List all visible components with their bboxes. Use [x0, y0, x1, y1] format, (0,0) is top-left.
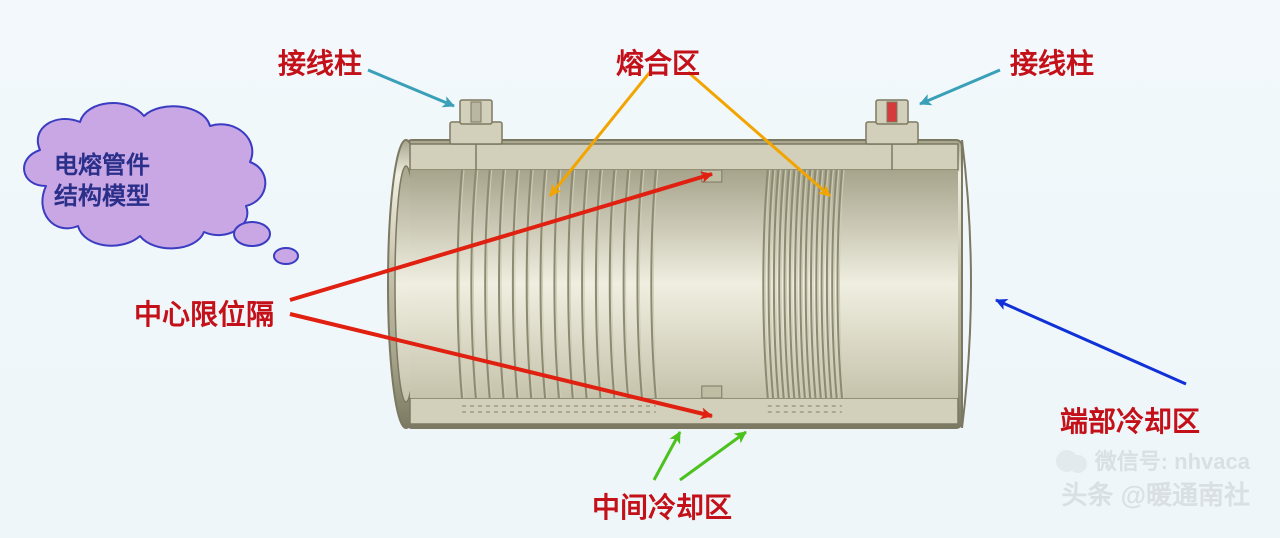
diagram-canvas: 电熔管件 结构模型 [0, 0, 1280, 538]
label-fusion-zone: 熔合区 [616, 42, 700, 82]
watermark-byline: 头条 @暖通南社 [1061, 475, 1250, 512]
watermark-wechat-id: nhvaca [1174, 449, 1250, 474]
watermark-wechat-label: 微信号: [1095, 449, 1168, 474]
label-terminal-right: 接线柱 [1010, 42, 1094, 82]
label-end-cooling: 端部冷却区 [1060, 400, 1200, 440]
label-middle-cooling: 中间冷却区 [592, 486, 732, 526]
watermark-byline-prefix: 头条 [1061, 480, 1113, 510]
watermark-wechat: 微信号: nhvaca [1055, 444, 1250, 476]
label-terminal-left: 接线柱 [278, 42, 362, 82]
watermark-byline-user: @暖通南社 [1121, 480, 1250, 510]
label-center-stop: 中心限位隔 [134, 293, 274, 333]
wechat-icon [1055, 447, 1089, 475]
